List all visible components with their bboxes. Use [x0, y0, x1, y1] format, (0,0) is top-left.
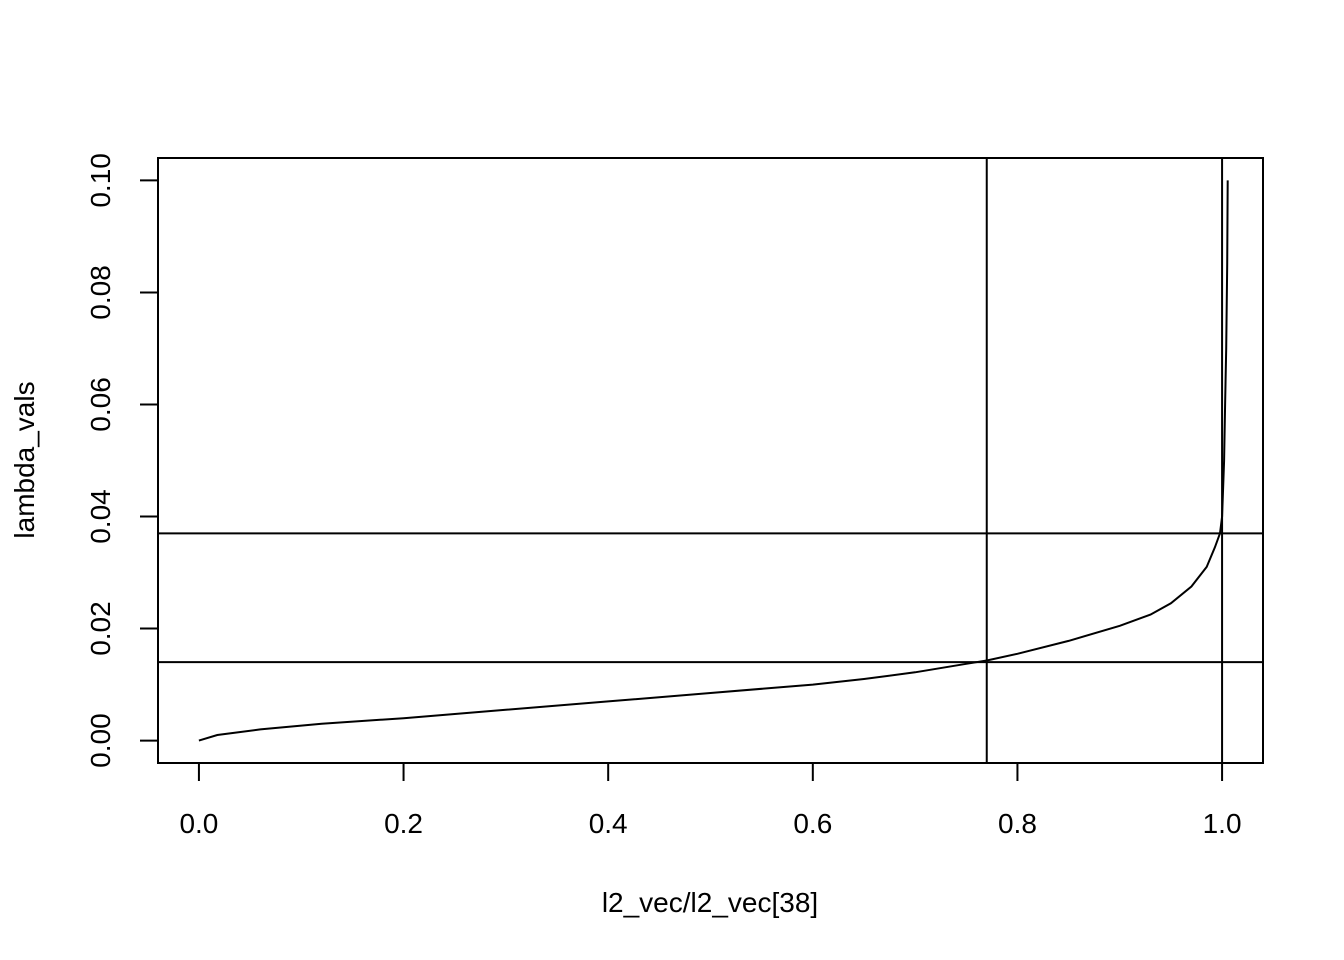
- x-tick-label: 0.6: [793, 808, 832, 839]
- y-tick-label: 0.02: [85, 601, 116, 656]
- y-tick-label: 0.08: [85, 265, 116, 320]
- x-tick-label: 0.2: [384, 808, 423, 839]
- y-tick-label: 0.10: [85, 153, 116, 208]
- x-tick-label: 0.0: [179, 808, 218, 839]
- x-tick-label: 0.8: [998, 808, 1037, 839]
- x-axis-label: l2_vec/l2_vec[38]: [602, 887, 818, 918]
- series-line: [198, 180, 1229, 742]
- plot-frame: [157, 157, 1264, 764]
- y-axis-label: lambda_vals: [9, 381, 40, 538]
- x-tick-label: 1.0: [1203, 808, 1242, 839]
- x-tick-label: 0.4: [589, 808, 628, 839]
- y-tick-label: 0.00: [85, 713, 116, 768]
- y-tick-label: 0.04: [85, 489, 116, 544]
- y-tick-label: 0.06: [85, 377, 116, 432]
